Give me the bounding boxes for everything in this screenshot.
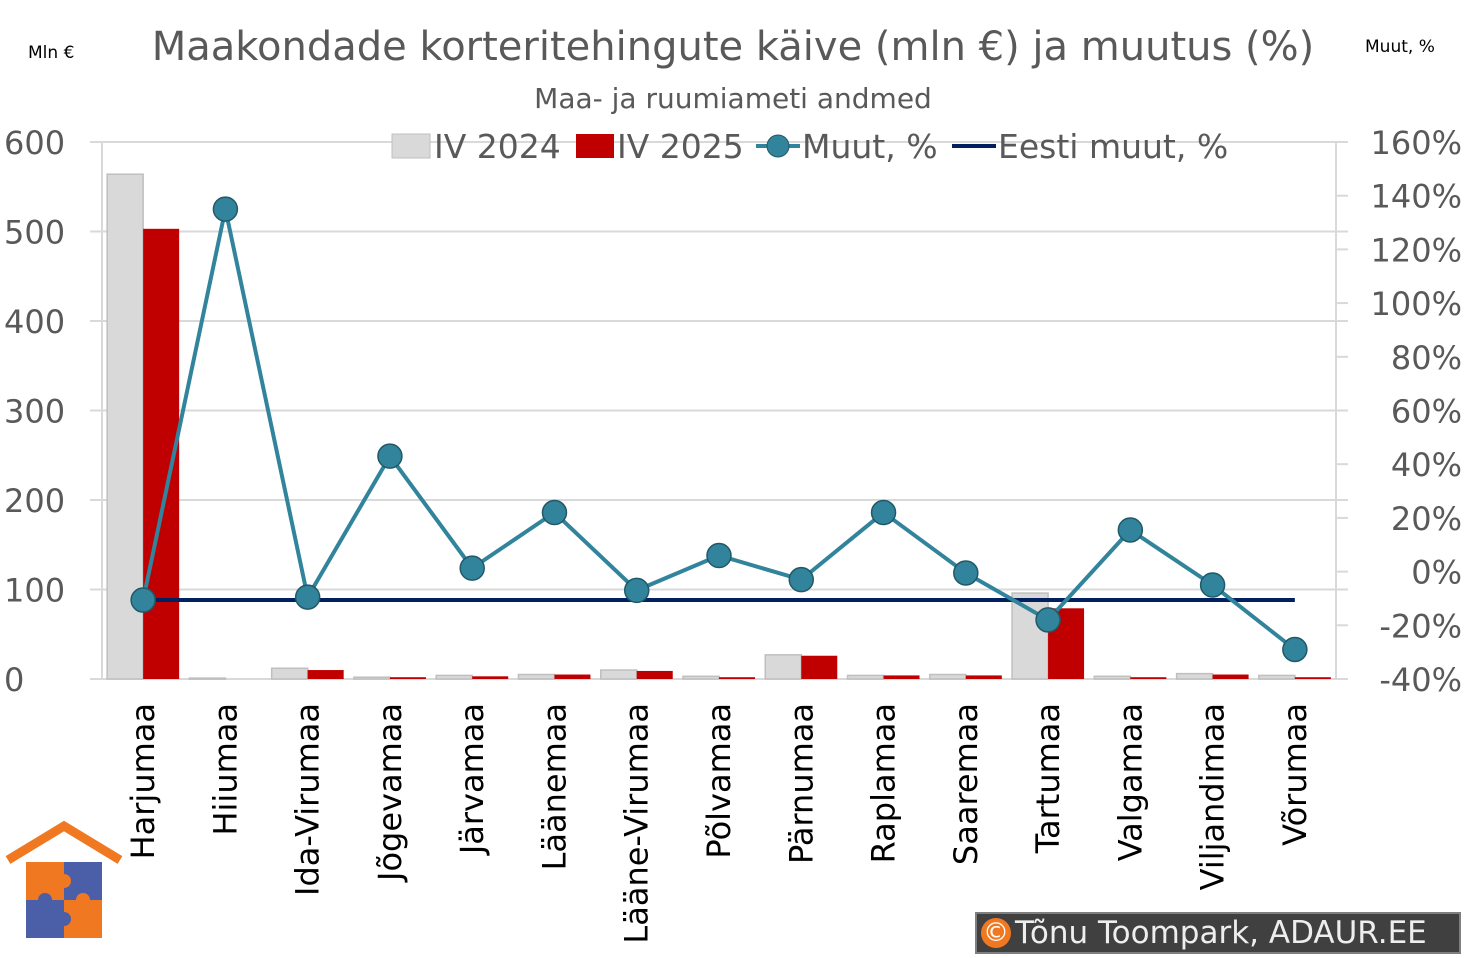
- point-muut: [870, 499, 897, 526]
- chart-title: Maakondade korteritehingute käive (mln €…: [152, 24, 1315, 70]
- point-muut: [788, 566, 815, 593]
- point-muut: [1117, 517, 1144, 543]
- y-tick-right: 60%: [1391, 393, 1462, 431]
- point-muut: [1199, 572, 1226, 598]
- x-tick-label: Tartumaa: [1029, 703, 1067, 854]
- y-tick-left: 100: [4, 572, 65, 610]
- bar-iv-2024: [1093, 675, 1132, 680]
- x-tick-label: Jõgevamaa: [371, 703, 409, 883]
- point-muut: [706, 542, 732, 569]
- bar-iv-2025: [472, 676, 509, 679]
- bar-iv-2025: [719, 677, 755, 679]
- y-tick-right: 120%: [1371, 231, 1462, 269]
- x-tick-label: Ida-Virumaa: [289, 703, 327, 896]
- x-tick-label: Võrumaa: [1276, 703, 1314, 846]
- x-tick-label: Raplamaa: [865, 703, 903, 863]
- bar-iv-2024: [270, 667, 309, 680]
- bar-iv-2024: [188, 677, 227, 680]
- x-tick-label: Saaremaa: [947, 703, 985, 865]
- legend-label-iv-2024: IV 2024: [434, 127, 561, 166]
- x-tick-label: Lääne-Virumaa: [618, 703, 656, 944]
- y-tick-left: 200: [4, 482, 65, 520]
- y-tick-left: 300: [4, 393, 65, 431]
- bar-iv-2025: [1212, 674, 1249, 679]
- bar-iv-2025: [801, 655, 838, 679]
- bar-iv-2024: [1011, 592, 1049, 680]
- legend-swatch-iv-2025: [576, 134, 614, 158]
- x-tick-label: Põlvamaa: [700, 703, 738, 859]
- x-tick-label: Hiiumaa: [206, 703, 244, 836]
- legend-marker-muut: [766, 134, 790, 158]
- bar-iv-2024: [1175, 672, 1214, 680]
- y-tick-right: 140%: [1371, 178, 1462, 216]
- bar-iv-2024: [846, 674, 885, 680]
- y-tick-right: 0%: [1411, 554, 1462, 592]
- y-tick-left: 500: [4, 214, 65, 252]
- x-tick-label: Järvamaa: [453, 703, 491, 856]
- bar-iv-2024: [929, 673, 967, 680]
- bar-iv-2025: [554, 674, 591, 679]
- point-muut: [459, 555, 485, 581]
- bar-iv-2024: [682, 675, 720, 680]
- credit-text: Tõnu Toompark, ADAUR.EE: [1015, 915, 1427, 951]
- y-tick-right: 40%: [1391, 446, 1462, 484]
- bar-iv-2024: [435, 674, 473, 680]
- y-tick-left: 0: [4, 661, 24, 699]
- x-tick-label: Pärnumaa: [782, 703, 820, 864]
- x-tick-label: Harjumaa: [124, 703, 162, 859]
- point-muut: [541, 499, 568, 526]
- point-muut: [212, 196, 239, 222]
- bar-iv-2024: [517, 673, 556, 680]
- point-muut: [294, 584, 321, 610]
- y-tick-right: -40%: [1379, 661, 1462, 699]
- bar-iv-2024: [1258, 674, 1296, 680]
- bar-iv-2025: [389, 677, 426, 679]
- y-tick-right: 100%: [1371, 285, 1462, 323]
- legend-label-eesti-muut: Eesti muut, %: [998, 127, 1228, 166]
- bar-iv-2025: [307, 670, 344, 679]
- legend-label-iv-2025: IV 2025: [617, 127, 744, 166]
- y-tick-right: 160%: [1371, 124, 1462, 162]
- legend-swatch-iv-2024: [391, 133, 431, 159]
- y-tick-right: 20%: [1391, 500, 1462, 538]
- legend-label-muut: Muut, %: [802, 127, 938, 166]
- x-tick-label: Valgamaa: [1111, 703, 1149, 861]
- x-tick-label: Viljandimaa: [1194, 703, 1232, 890]
- y-tick-left: 600: [4, 124, 65, 162]
- bar-iv-2025: [1294, 677, 1331, 679]
- chart-subtitle: Maa- ja ruumiameti andmed: [534, 82, 932, 115]
- y-axis-right-label: Muut, %: [1365, 37, 1435, 57]
- bar-iv-2024: [353, 676, 391, 680]
- bar-iv-2025: [1130, 677, 1167, 679]
- legend: IV 2024 IV 2025 Muut, % Eesti muut, %: [391, 127, 1228, 166]
- point-muut: [130, 587, 156, 613]
- logo: [5, 820, 123, 938]
- bar-iv-2025: [883, 675, 920, 679]
- y-tick-left: 400: [4, 303, 65, 341]
- bar-iv-2024: [764, 654, 803, 680]
- line-muut: [141, 208, 1297, 652]
- bar-iv-2025: [965, 675, 1002, 679]
- point-muut: [377, 443, 403, 469]
- bar-iv-2024: [599, 669, 638, 680]
- point-muut: [1035, 607, 1061, 633]
- point-muut: [1282, 636, 1308, 663]
- x-tick-label: Läänemaa: [535, 703, 573, 870]
- point-muut: [623, 577, 650, 604]
- y-tick-right: -20%: [1379, 607, 1462, 645]
- y-axis-left-label: Mln €: [28, 43, 74, 63]
- y-tick-right: 80%: [1391, 339, 1462, 377]
- copyright-icon: ©: [981, 918, 1011, 948]
- bar-iv-2025: [636, 670, 673, 679]
- copyright-credit: © Tõnu Toompark, ADAUR.EE: [975, 912, 1461, 954]
- point-muut: [953, 560, 979, 586]
